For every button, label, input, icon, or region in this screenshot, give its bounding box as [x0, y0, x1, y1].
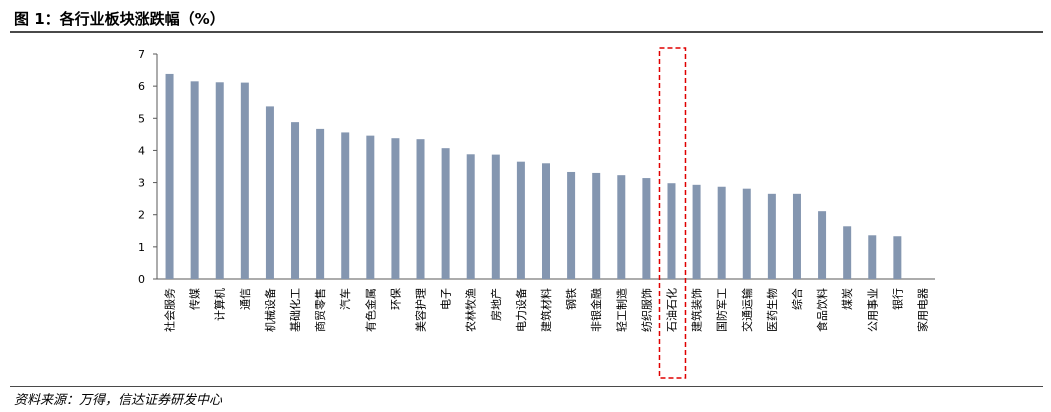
bar [542, 163, 550, 279]
bar [868, 235, 877, 279]
bar [215, 82, 224, 280]
y-tick-label: 2 [138, 209, 145, 222]
bar [165, 73, 174, 279]
category-label: 房地产 [489, 288, 503, 321]
category-label: 建筑材料 [539, 288, 553, 332]
bar [366, 135, 375, 279]
bar [592, 172, 601, 279]
bar [767, 193, 776, 279]
category-label: 石油石化 [664, 288, 678, 332]
category-label: 公用事业 [866, 288, 879, 332]
category-label: 轻工制造 [614, 288, 628, 332]
bar [466, 154, 475, 279]
category-label: 建筑装饰 [690, 288, 704, 332]
category-label: 钢铁 [565, 288, 578, 310]
bar [441, 148, 450, 279]
category-label: 社会服务 [163, 288, 177, 332]
category-label: 美容护理 [414, 288, 428, 332]
y-tick-label: 5 [138, 112, 145, 125]
category-label: 机械设备 [263, 288, 277, 332]
category-label: 汽车 [338, 288, 352, 310]
bar [818, 211, 827, 279]
bar [391, 138, 400, 279]
category-label: 计算机 [213, 288, 227, 321]
category-label: 环保 [388, 288, 402, 310]
category-label: 电力设备 [514, 288, 528, 332]
category-label: 家用电器 [915, 288, 929, 332]
bar [717, 186, 726, 279]
chart-bars [165, 73, 902, 280]
y-tick-label: 7 [138, 48, 145, 61]
y-tick-label: 3 [138, 177, 145, 190]
category-label: 基础化工 [288, 288, 302, 332]
bar [491, 154, 500, 279]
bar [692, 184, 701, 279]
y-tick-label: 1 [138, 241, 145, 254]
category-label: 有色金属 [363, 288, 377, 332]
bar [265, 106, 274, 280]
category-label: 非银金融 [589, 288, 603, 332]
category-label: 交通运输 [740, 288, 754, 332]
bar [742, 188, 751, 279]
bar [843, 226, 852, 279]
highlight-box [658, 47, 687, 379]
top-rule [10, 31, 1043, 33]
category-label: 煤炭 [841, 288, 854, 310]
y-tick-label: 4 [138, 144, 145, 157]
category-label: 电子 [440, 288, 453, 310]
y-tick-label: 0 [138, 273, 145, 286]
category-label: 商贸零售 [313, 288, 327, 332]
bar [240, 82, 249, 279]
category-label: 纺织服饰 [639, 288, 653, 332]
bar [893, 236, 902, 279]
source-note: 资料来源：万得，信达证券研发中心 [14, 393, 223, 408]
bar [567, 171, 576, 279]
category-label: 传媒 [189, 288, 202, 310]
bar [316, 128, 325, 279]
bar [341, 132, 350, 279]
bar [190, 81, 199, 279]
bar [667, 183, 676, 279]
figure-title: 图 1：各行业板块涨跌幅（%） [14, 10, 225, 28]
category-label: 综合 [790, 288, 804, 310]
bar [792, 193, 801, 279]
bar [617, 175, 626, 279]
category-label: 医药生物 [765, 288, 779, 332]
category-label: 通信 [239, 288, 252, 310]
category-label: 食品饮料 [815, 288, 829, 332]
y-axis-ticks: 0 1 2 3 4 5 6 7 [138, 48, 157, 286]
bar [416, 139, 425, 279]
bar [516, 161, 525, 279]
bottom-rule [10, 386, 1043, 387]
category-label: 农林牧渔 [464, 288, 478, 332]
category-label: 银行 [890, 288, 904, 310]
bar [291, 122, 300, 280]
category-label: 国防军工 [715, 288, 729, 332]
y-tick-label: 6 [138, 80, 145, 93]
bar-chart: 0 1 2 3 4 5 6 7 社会服务 传媒 计算机 通信 机械设备 基础化工 商贸零售 汽车 有色金属 环保… [138, 47, 935, 379]
bar [642, 178, 651, 279]
category-labels: 社会服务 传媒 计算机 通信 机械设备 基础化工 商贸零售 汽车 有色金属 环保 美容护理 电子 农林牧… [163, 288, 930, 332]
